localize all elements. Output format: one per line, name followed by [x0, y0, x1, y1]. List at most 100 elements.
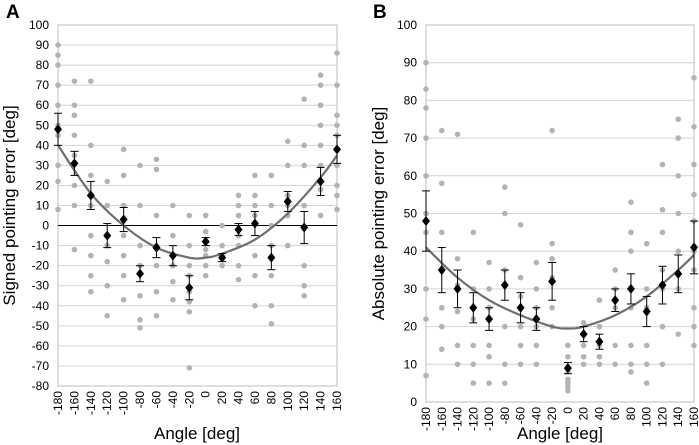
y-tick-label: 60: [36, 98, 50, 112]
data-point: [235, 202, 242, 209]
y-tick-label: -60: [32, 339, 50, 353]
x-tick-label: -180: [51, 391, 65, 415]
data-point: [186, 262, 193, 269]
data-point: [533, 259, 540, 266]
data-point: [533, 286, 540, 292]
x-tick-label: 120: [655, 407, 669, 427]
data-point: [596, 361, 603, 368]
data-point: [533, 361, 540, 368]
mean-marker: [485, 314, 494, 325]
data-point: [186, 242, 193, 249]
y-tick-label: 90: [36, 38, 50, 52]
data-point: [643, 286, 650, 292]
data-point: [502, 361, 508, 368]
data-point: [317, 212, 324, 219]
data-point: [55, 102, 61, 109]
data-point: [549, 304, 555, 311]
data-point: [334, 122, 340, 129]
data-point: [334, 192, 340, 199]
data-point: [549, 127, 555, 134]
data-point: [153, 212, 160, 219]
mean-marker: [626, 283, 635, 294]
y-tick-label: 70: [36, 78, 50, 92]
data-point: [120, 272, 127, 279]
mean-marker: [300, 222, 309, 233]
x-tick-label: -80: [498, 407, 512, 425]
data-point: [502, 210, 508, 217]
mean-marker: [500, 280, 509, 291]
data-point: [659, 361, 666, 368]
data-point: [628, 342, 634, 349]
data-point: [301, 202, 307, 209]
x-tick-label: 100: [640, 407, 654, 427]
x-axis-title: Angle [deg]: [517, 424, 603, 443]
y-tick-label: 60: [404, 169, 418, 183]
mean-marker: [316, 176, 325, 187]
data-point: [675, 210, 682, 217]
data-point: [438, 180, 445, 187]
data-point: [55, 52, 61, 58]
x-tick-label: -160: [435, 407, 449, 431]
data-point: [486, 353, 492, 360]
data-point: [71, 78, 78, 84]
data-point: [317, 142, 324, 149]
data-point: [268, 302, 275, 309]
mean-marker: [532, 314, 541, 325]
data-point: [186, 365, 193, 371]
data-point: [268, 172, 275, 179]
data-point: [438, 323, 445, 330]
data-point: [533, 342, 540, 349]
x-tick-label: 160: [330, 391, 344, 411]
y-tick-label: 100: [29, 18, 49, 32]
data-point: [252, 202, 258, 209]
data-point: [643, 240, 650, 247]
data-point: [470, 229, 477, 236]
data-point: [120, 296, 127, 303]
y-tick-label: 30: [36, 158, 50, 172]
data-point: [252, 252, 258, 259]
data-point: [186, 308, 193, 315]
data-point: [612, 267, 618, 273]
mean-marker: [136, 268, 145, 279]
data-point: [88, 172, 94, 179]
data-point: [438, 346, 445, 353]
data-point: [628, 248, 634, 254]
x-tick-label: -80: [133, 391, 147, 409]
data-point: [580, 353, 587, 360]
x-tick-label: -140: [451, 407, 465, 431]
y-tick-label: 50: [36, 118, 50, 132]
data-point: [301, 142, 307, 149]
data-point: [235, 262, 242, 269]
data-point: [691, 342, 697, 349]
data-point: [659, 206, 666, 213]
data-point: [235, 276, 242, 283]
data-point: [675, 135, 682, 141]
panel-letter-a: A: [6, 2, 20, 23]
data-point: [628, 199, 634, 205]
data-point: [580, 342, 587, 349]
mean-marker: [250, 218, 259, 229]
data-point: [675, 248, 682, 254]
data-point: [88, 272, 94, 279]
x-tick-label: -180: [419, 407, 433, 431]
data-point: [438, 304, 445, 311]
data-point: [137, 292, 143, 299]
data-point: [423, 372, 429, 379]
data-point: [88, 252, 94, 259]
data-point: [71, 132, 78, 139]
data-point: [423, 105, 429, 111]
data-point: [219, 262, 225, 269]
data-point: [301, 282, 307, 289]
data-point: [104, 258, 111, 265]
data-point: [252, 192, 258, 199]
data-point: [235, 212, 242, 219]
data-point: [334, 112, 340, 119]
data-point: [565, 387, 571, 394]
data-point: [454, 342, 461, 349]
y-tick-label: 100: [397, 18, 417, 32]
data-point: [268, 272, 275, 279]
data-point: [596, 353, 603, 360]
data-point: [202, 212, 209, 219]
mean-marker: [333, 144, 341, 155]
data-point: [153, 288, 160, 295]
